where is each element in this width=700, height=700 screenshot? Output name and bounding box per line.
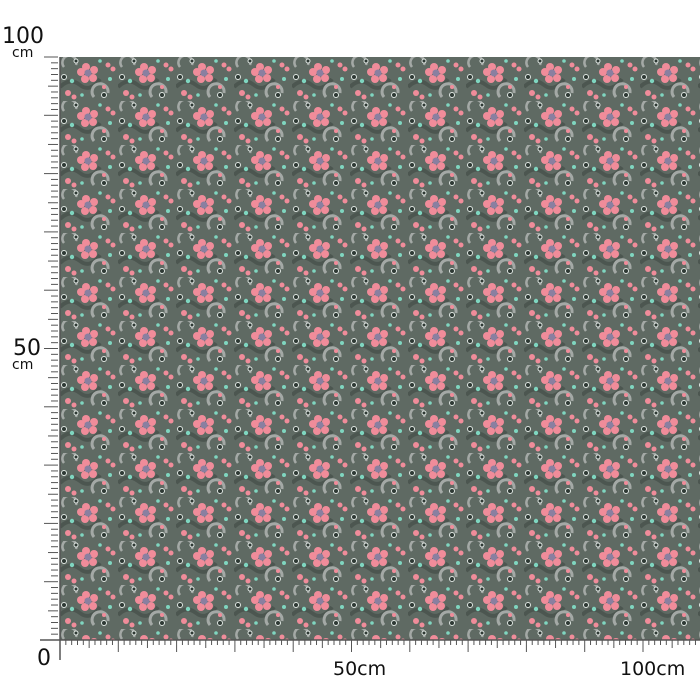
vertical-unit-50: cm [12,357,34,373]
origin-label: 0 [37,646,51,671]
horizontal-label-100: 100cm [620,658,686,680]
horizontal-label-50: 50cm [333,658,387,680]
fabric-swatch [60,57,700,640]
vertical-unit-100: cm [12,45,34,61]
vertical-label-100: 100 [2,24,44,49]
vertical-label-50: 50 [13,336,41,361]
